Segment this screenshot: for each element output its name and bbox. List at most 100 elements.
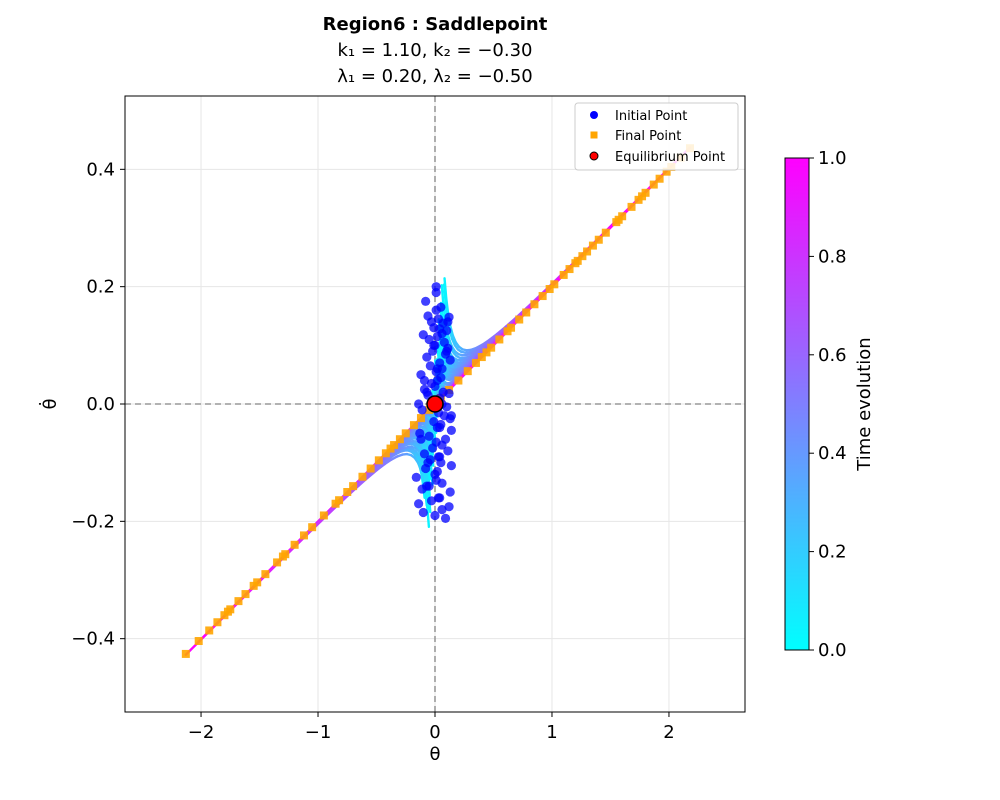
legend-label-final: Final Point [615,129,681,144]
initial-point [431,287,441,298]
final-point [454,376,463,385]
legend-marker-final [590,131,598,139]
legend-marker-initial [590,111,598,119]
initial-point [445,487,455,497]
final-points [181,144,695,658]
initial-point [418,507,428,518]
final-point [530,300,539,309]
final-point [515,315,524,324]
initial-point [444,502,454,512]
final-point [261,570,270,579]
final-point [550,280,559,289]
legend-box [574,102,739,171]
final-point [381,449,390,458]
initial-point [419,449,430,459]
initial-point [440,513,451,524]
final-point [194,637,203,646]
final-point [482,348,491,357]
final-point [386,444,395,453]
final-point [374,456,383,465]
colorbar-tick-label: 0.4 [818,443,847,464]
initial-point [421,296,431,306]
final-point [273,558,282,567]
initial-point [442,346,452,356]
final-point [278,552,287,561]
colorbar-ticks: 0.0 0.2 0.4 0.6 0.8 1.0 [809,148,847,661]
x-tick-label: −1 [305,722,332,743]
initial-point [432,364,442,374]
initial-point [431,305,441,315]
initial-point [411,472,421,482]
final-point [471,358,480,367]
final-point [487,343,496,352]
chart-subtitle-lambda: λ₁ = 0.20, λ₂ = −0.50 [337,66,532,87]
final-point [349,482,358,491]
chart-title: Region6 : Saddlepoint [323,14,548,35]
final-point [366,464,375,473]
final-point [249,581,258,590]
initial-point [435,452,445,462]
initial-point [437,440,447,450]
final-point [522,308,531,317]
trajectory-segment [419,467,425,480]
initial-point [446,425,456,435]
final-point [343,488,352,496]
final-point [331,499,340,508]
initial-point [445,355,455,365]
initial-point [430,510,440,521]
colorbar-tick-label: 0.0 [818,640,847,661]
equilibrium-marker [426,395,444,413]
final-point [559,270,568,279]
initial-point [422,387,432,397]
initial-point [433,493,444,503]
trajectory-segment [449,325,455,337]
colorbar-tick-label: 0.6 [818,345,847,366]
trajectory-segment [418,459,423,469]
initial-point [417,405,427,415]
trajectory-segment [442,283,447,305]
y-ticks: −0.4 −0.2 0.0 0.2 0.4 [71,159,125,650]
final-point [308,523,317,532]
final-point [401,429,410,438]
x-tick-label: 1 [546,722,557,743]
chart-subtitle-k: k₁ = 1.10, k₂ = −0.30 [337,40,532,61]
trajectory-segment [476,344,485,352]
final-point [583,247,592,256]
y-tick-label: −0.4 [71,629,115,650]
y-tick-label: 0.2 [86,277,115,298]
x-tick-label: 2 [663,722,674,743]
trajectory-segment [367,468,379,479]
colorbar-tick-label: 0.2 [818,542,847,563]
final-point [290,540,299,549]
initial-point [443,317,453,327]
final-point [649,180,658,189]
initial-point [419,375,430,386]
initial-point [435,422,445,433]
final-point [588,241,597,250]
colorbar-tick-label: 0.8 [818,246,847,267]
initial-point [424,481,434,491]
trajectory-segment [424,489,429,508]
y-tick-label: 0.4 [86,159,115,180]
final-point [655,174,664,183]
initial-point [446,411,456,421]
initial-point [421,463,431,474]
colorbar-gradient [784,157,810,651]
legend: Initial Point Final Point Equilibrium Po… [574,102,739,171]
legend-label-initial: Initial Point [615,109,687,124]
final-point [594,235,603,244]
final-point [662,167,671,176]
final-point [220,611,229,620]
final-point [545,285,554,294]
equilibrium-point [426,395,444,413]
colorbar: 0.0 0.2 0.4 0.6 0.8 1.0 Time evolution [784,148,875,661]
final-point [299,531,308,540]
final-point [627,202,636,211]
final-point [538,292,547,301]
initial-point [443,446,453,456]
initial-point [432,331,442,342]
final-point [463,367,472,376]
y-axis-label: θ̇ [38,398,61,409]
trajectory-segment [426,505,431,529]
